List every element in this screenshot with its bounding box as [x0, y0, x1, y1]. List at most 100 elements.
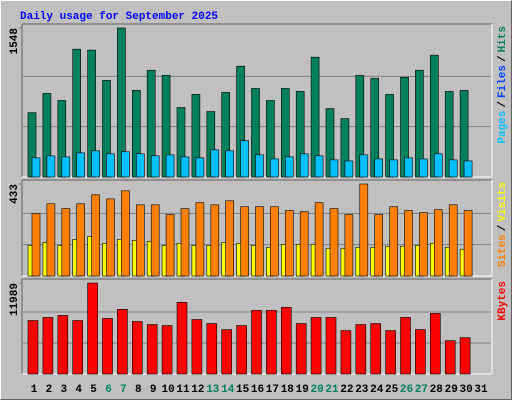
- bar: [344, 214, 354, 277]
- bar: [57, 315, 69, 375]
- legend-entry: Files: [497, 65, 509, 98]
- bar: [448, 159, 458, 178]
- bar: [61, 156, 71, 178]
- bar: [355, 324, 367, 375]
- bar: [404, 157, 413, 178]
- bar: [344, 160, 354, 178]
- x-tick-label: 13: [206, 384, 220, 396]
- bar: [374, 158, 384, 178]
- bar: [385, 330, 396, 375]
- x-tick-label: 1: [31, 384, 38, 396]
- bar: [61, 208, 71, 277]
- bar: [370, 323, 382, 375]
- y-tick-label: 1548: [9, 28, 21, 55]
- x-tick-label: 23: [355, 384, 369, 396]
- bar: [415, 329, 426, 375]
- x-tick-label: 8: [135, 384, 142, 396]
- bar: [46, 155, 56, 178]
- x-tick-label: 22: [340, 384, 353, 396]
- x-tick-label: 26: [400, 384, 413, 396]
- bar: [91, 194, 100, 277]
- bar: [210, 149, 220, 178]
- bar: [419, 212, 428, 277]
- x-tick-label: 19: [296, 384, 309, 396]
- bar: [448, 204, 458, 277]
- bar: [106, 198, 115, 277]
- bar: [180, 156, 190, 178]
- y-tick-label: 433: [9, 184, 21, 204]
- x-tick-label: 3: [60, 384, 67, 396]
- legend-entry: Pages: [497, 111, 509, 144]
- x-tick-label: 11: [176, 384, 190, 396]
- legend: Pages / Files / Hits: [497, 26, 509, 144]
- bar: [195, 202, 205, 277]
- bar: [444, 340, 456, 375]
- bar: [87, 282, 98, 375]
- x-tick-label: 28: [430, 384, 444, 396]
- bar: [389, 206, 398, 277]
- bar: [72, 320, 83, 375]
- bar: [210, 204, 220, 277]
- bar: [266, 310, 277, 375]
- bar: [225, 150, 234, 178]
- legend-entry: Visits: [497, 182, 509, 222]
- bar: [463, 210, 473, 277]
- x-tick-label: 18: [281, 384, 295, 396]
- bar: [206, 323, 218, 375]
- bar: [132, 321, 143, 375]
- legend-entry: Sites: [497, 234, 509, 267]
- bar: [255, 154, 264, 178]
- bar: [91, 150, 100, 178]
- bar: [374, 214, 384, 277]
- bar: [121, 151, 130, 178]
- bar: [236, 325, 247, 375]
- x-tick-label: 31: [474, 384, 488, 396]
- x-tick-label: 2: [46, 384, 53, 396]
- bar: [195, 157, 205, 178]
- bar: [359, 183, 369, 277]
- bar: [310, 317, 322, 375]
- bar: [280, 307, 292, 375]
- bar: [76, 152, 85, 178]
- bar: [102, 318, 113, 375]
- bar: [180, 208, 190, 277]
- bar: [314, 202, 324, 277]
- x-tick-label: 12: [191, 384, 204, 396]
- bar: [329, 159, 339, 178]
- chart-title: Daily usage for September 2025: [20, 11, 218, 23]
- x-tick-label: 20: [310, 384, 323, 396]
- legend-entry: /: [497, 224, 509, 231]
- bar: [136, 204, 145, 277]
- bar: [240, 140, 249, 178]
- legend-entry: /: [497, 55, 509, 62]
- bar: [463, 160, 473, 178]
- x-tick-label: 25: [385, 384, 399, 396]
- bar: [150, 155, 160, 178]
- x-tick-label: 21: [325, 384, 339, 396]
- legend-entry: KBytes: [497, 281, 509, 321]
- bar: [284, 210, 294, 277]
- legend-entry: /: [497, 101, 509, 108]
- bar: [251, 310, 262, 375]
- bar: [419, 158, 428, 178]
- x-tick-label: 24: [370, 384, 384, 396]
- bar: [295, 323, 307, 375]
- bar: [165, 214, 175, 277]
- x-tick-label: 15: [236, 384, 250, 396]
- x-tick-label: 4: [75, 384, 82, 396]
- bar: [400, 317, 411, 375]
- bar: [31, 213, 41, 277]
- bar: [429, 313, 441, 375]
- legend: Sites / Visits: [497, 182, 509, 267]
- x-tick-label: 9: [150, 384, 157, 396]
- bar: [117, 309, 128, 375]
- bar: [161, 325, 173, 375]
- x-tick-label: 10: [161, 384, 174, 396]
- x-tick-label: 5: [90, 384, 97, 396]
- bar: [314, 155, 324, 178]
- bar: [27, 320, 39, 375]
- x-tick-label: 6: [105, 384, 112, 396]
- bar: [270, 158, 279, 178]
- bar: [240, 206, 249, 277]
- bar: [121, 190, 130, 277]
